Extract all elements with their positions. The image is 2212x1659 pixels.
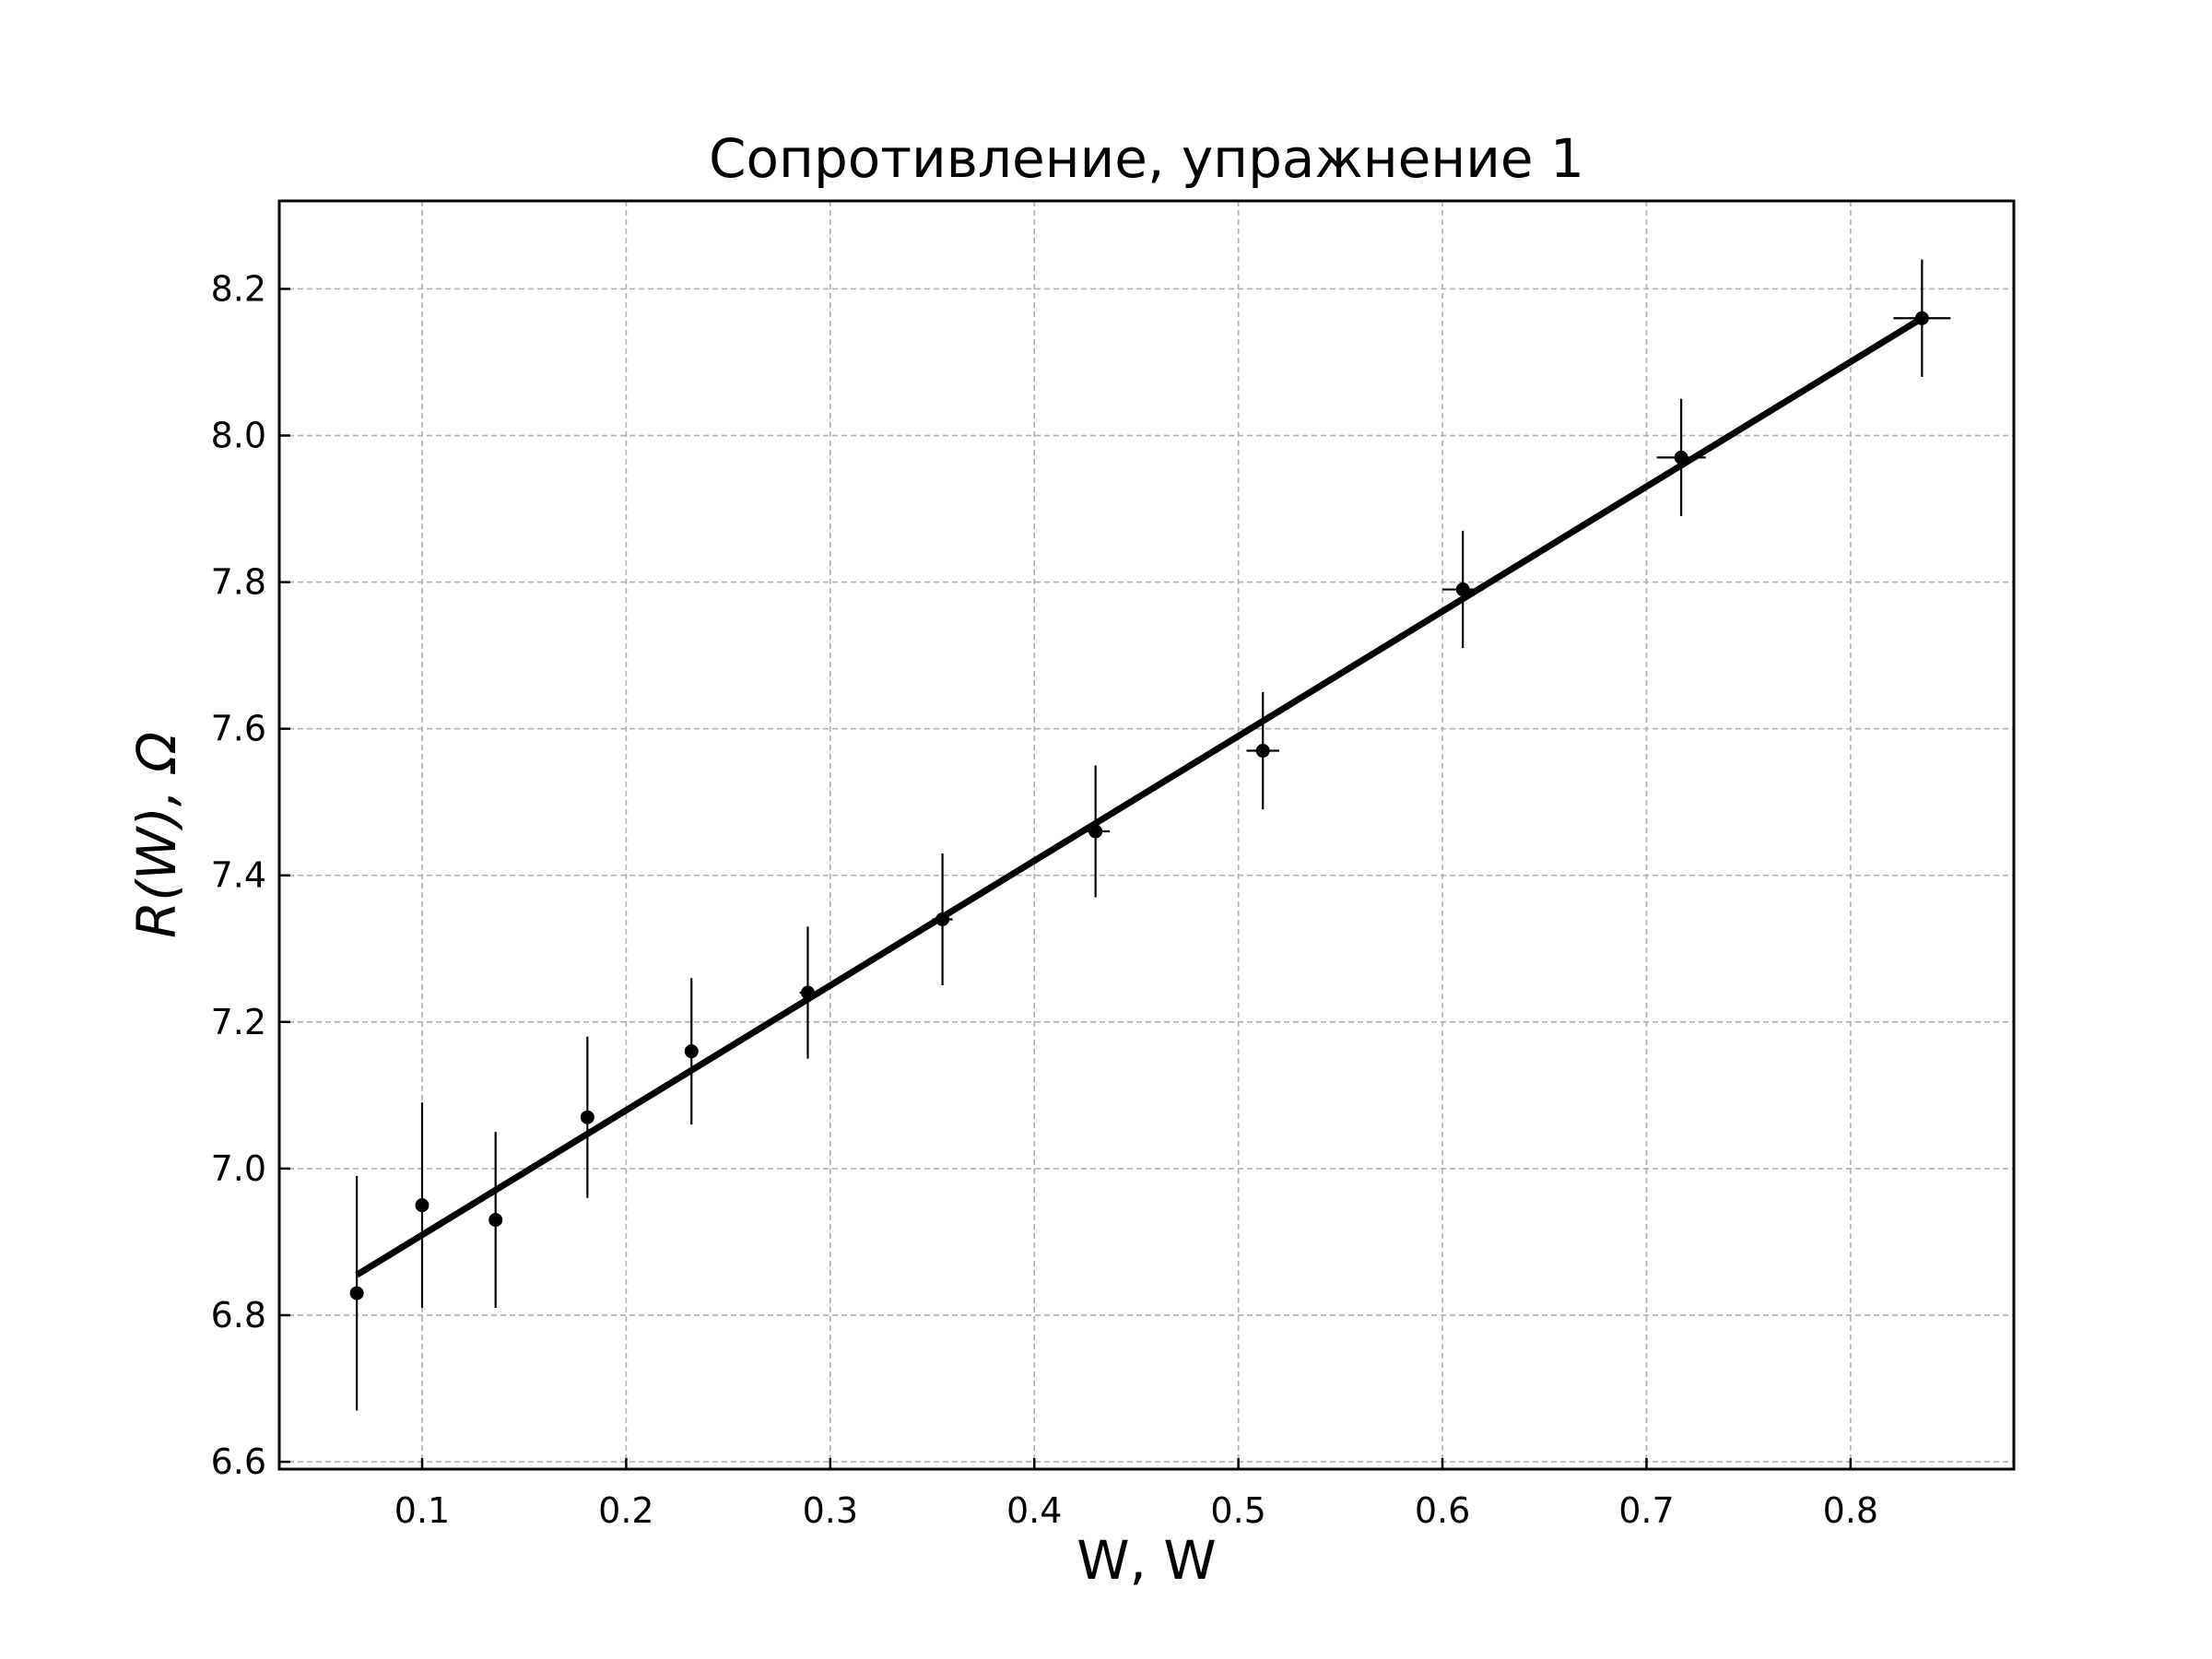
x-tick-label: 0.3 (803, 1490, 858, 1531)
data-point (1088, 824, 1103, 839)
data-point (1914, 311, 1929, 325)
data-point (800, 985, 815, 1000)
y-tick-label: 7.0 (211, 1148, 266, 1189)
plot-data (349, 259, 1951, 1411)
y-tick-label: 8.2 (211, 268, 266, 309)
y-tick-label: 7.2 (211, 1002, 266, 1042)
grid-lines (279, 201, 2014, 1469)
x-tick-label: 0.7 (1618, 1490, 1674, 1531)
x-axis-label: W, W (1077, 1529, 1217, 1592)
y-tick-label: 6.6 (211, 1441, 266, 1482)
x-tick-label: 0.8 (1823, 1490, 1878, 1531)
y-axis-label: R(W), Ω (125, 732, 188, 938)
data-point (935, 912, 950, 926)
data-point (488, 1213, 503, 1228)
x-tick-label: 0.6 (1415, 1490, 1470, 1531)
data-point (580, 1110, 594, 1124)
y-tick-label: 7.8 (211, 562, 266, 603)
data-point (1674, 450, 1688, 465)
fit-line (355, 315, 1924, 1278)
x-tick-label: 0.4 (1006, 1490, 1062, 1531)
y-tick-label: 8.0 (211, 416, 266, 456)
data-point (684, 1044, 699, 1059)
data-point (1455, 582, 1470, 597)
y-tick-label: 6.8 (211, 1295, 266, 1335)
plot-frame (277, 199, 2016, 1471)
chart-title: Сопротивление, упражнение 1 (709, 127, 1584, 190)
data-point (349, 1286, 364, 1300)
y-tick-label: 7.4 (211, 855, 266, 896)
axis-ticks: 0.1 0.2 0.3 0.4 0.5 0.6 0.7 0.8 6.6 6.8 7.0 7.2 7.4 7… (211, 268, 1879, 1531)
data-point (415, 1198, 429, 1213)
x-tick-label: 0.5 (1210, 1490, 1265, 1531)
x-tick-label: 0.1 (394, 1490, 450, 1531)
x-tick-label: 0.2 (598, 1490, 653, 1531)
y-tick-label: 7.6 (211, 709, 266, 749)
data-point (1255, 744, 1270, 759)
